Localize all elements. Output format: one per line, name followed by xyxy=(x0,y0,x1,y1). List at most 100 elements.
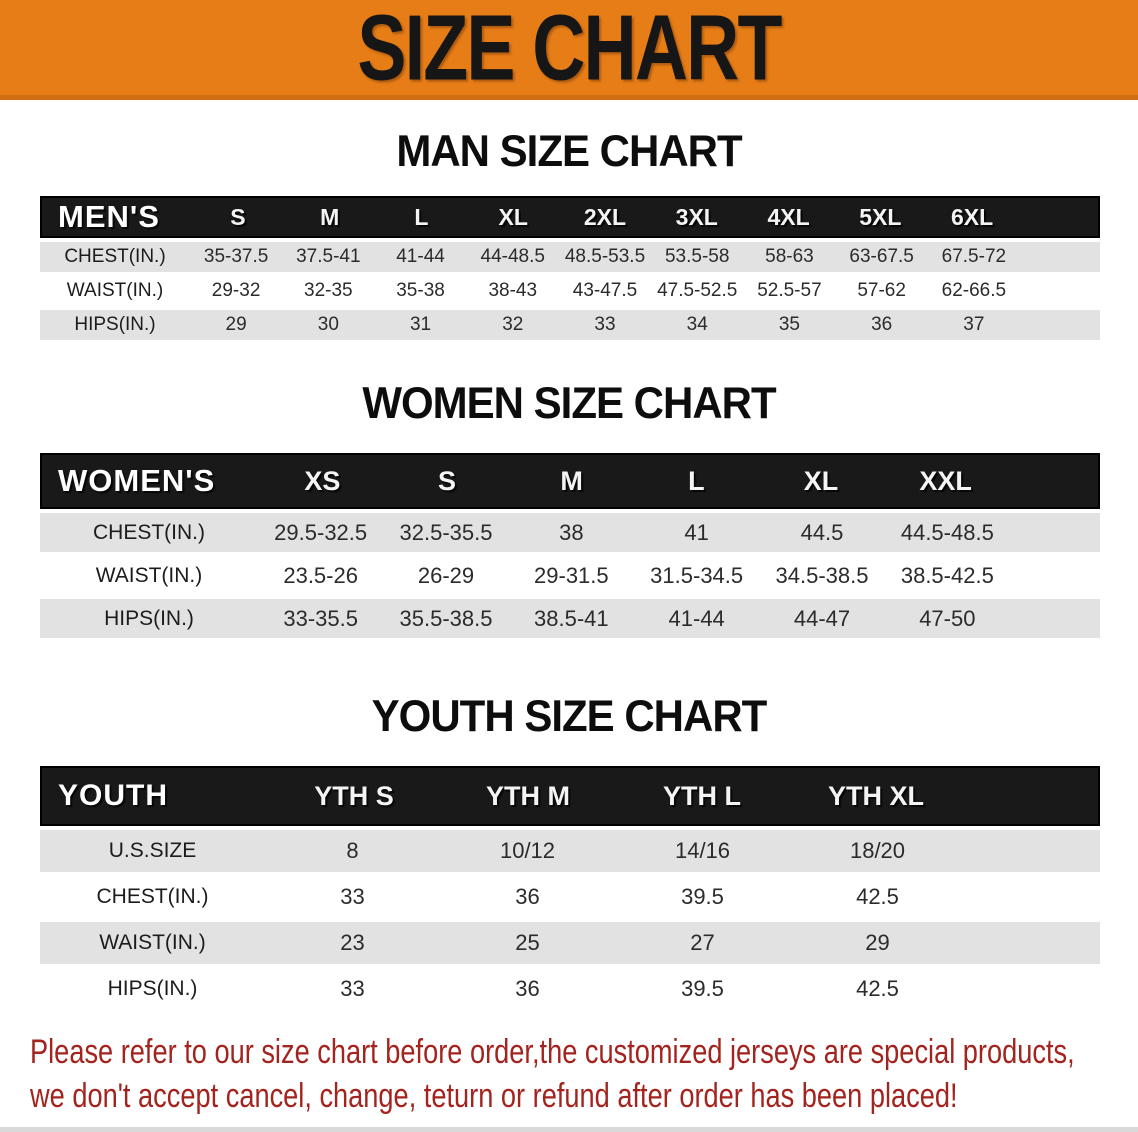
column-header: L xyxy=(688,465,705,496)
table-row: HIPS(IN.) 33-35.5 35.5-38.5 38.5-41 41-44 44-… xyxy=(40,599,1100,638)
column-header: 5XL xyxy=(859,203,902,230)
table-header-row: YOUTH YTH S YTH M YTH L YTH XL xyxy=(40,766,1100,826)
row-label: WAIST(IN.) xyxy=(95,563,203,587)
column-header: M xyxy=(560,465,583,496)
row-label: HIPS(IN.) xyxy=(107,977,198,1000)
cell-value: 18/20 xyxy=(849,838,906,863)
youth-size-table: YOUTH YTH S YTH M YTH L YTH XL U.S.SIZE 8 10/12… xyxy=(40,766,1100,1010)
table-row: HIPS(IN.) 33 36 39.5 42.5 xyxy=(40,968,1100,1010)
cell-value: 44-48.5 xyxy=(480,246,545,267)
row-label: WAIST(IN.) xyxy=(66,280,164,301)
row-label: HIPS(IN.) xyxy=(104,606,194,630)
cell-value: 31.5-34.5 xyxy=(650,562,744,588)
column-header: XS xyxy=(304,465,341,496)
section-men: MAN SIZE CHART MEN'S S M L XL 2XL 3XL 4XL 5XL 6XL… xyxy=(0,125,1138,340)
row-label: CHEST(IN.) xyxy=(64,246,166,267)
column-header: 3XL xyxy=(675,203,718,230)
column-header: YTH L xyxy=(663,780,741,811)
cell-value: 38.5-42.5 xyxy=(900,562,994,588)
table-header-row: MEN'S S M L XL 2XL 3XL 4XL 5XL 6XL xyxy=(40,196,1100,238)
cell-value: 62-66.5 xyxy=(941,280,1007,301)
cell-value: 63-67.5 xyxy=(849,246,914,267)
cell-value: 29-31.5 xyxy=(534,562,609,588)
cell-value: 42.5 xyxy=(856,884,899,909)
cell-value: 32-35 xyxy=(304,280,353,301)
column-header: 4XL xyxy=(767,203,810,230)
cell-value: 34.5-38.5 xyxy=(775,562,869,588)
cell-value: 29 xyxy=(225,314,247,335)
cell-value: 44.5 xyxy=(800,519,844,545)
cell-value: 37.5-41 xyxy=(296,246,361,267)
cell-value: 43-47.5 xyxy=(572,280,638,301)
cell-value: 38 xyxy=(559,519,584,545)
column-header: YTH S xyxy=(314,780,394,811)
cell-value: 38-43 xyxy=(488,280,538,301)
women-size-table: WOMEN'S XS S M L XL XXL CHEST(IN.) 29.5-32.5 32.5… xyxy=(40,453,1100,638)
row-label: CHEST(IN.) xyxy=(96,885,209,908)
cell-value: 29 xyxy=(865,930,890,955)
section-women: WOMEN SIZE CHART WOMEN'S XS S M L XL XXL CHEST(… xyxy=(0,377,1138,638)
cell-value: 36 xyxy=(515,976,540,1001)
column-header: XXL xyxy=(919,465,972,496)
bottom-strip xyxy=(0,1127,1138,1132)
section-youth: YOUTH SIZE CHART YOUTH YTH S YTH M YTH L YTH… xyxy=(0,690,1138,1010)
women-section-title: WOMEN SIZE CHART xyxy=(362,377,776,428)
cell-value: 23.5-26 xyxy=(283,562,358,588)
banner: SIZE CHART xyxy=(0,0,1138,100)
table-header-label: WOMEN'S xyxy=(58,463,216,498)
cell-value: 32 xyxy=(502,314,524,335)
column-header: YTH M xyxy=(486,780,570,811)
column-header: S xyxy=(230,203,246,230)
cell-value: 52.5-57 xyxy=(757,280,822,301)
cell-value: 33 xyxy=(340,976,365,1001)
cell-value: 37 xyxy=(963,314,985,335)
table-header-row: WOMEN'S XS S M L XL XXL xyxy=(40,453,1100,509)
cell-value: 35-37.5 xyxy=(203,246,269,267)
cell-value: 47.5-52.5 xyxy=(657,280,738,301)
row-label: U.S.SIZE xyxy=(108,839,197,862)
disclaimer-line-2: we don't accept cancel, change, teturn o… xyxy=(30,1077,958,1115)
column-header: XL xyxy=(803,465,839,496)
cell-value: 38.5-41 xyxy=(534,605,609,631)
table-row: CHEST(IN.) 33 36 39.5 42.5 xyxy=(40,876,1100,918)
table-row: WAIST(IN.) 23 25 27 29 xyxy=(40,922,1100,964)
row-label: WAIST(IN.) xyxy=(99,931,206,954)
table-row: CHEST(IN.) 29.5-32.5 32.5-35.5 38 41 44.5 44.5… xyxy=(40,513,1100,552)
cell-value: 27 xyxy=(690,930,715,955)
table-row: CHEST(IN.) 35-37.5 37.5-41 41-44 44-48.5 48.5… xyxy=(40,242,1100,272)
men-size-table: MEN'S S M L XL 2XL 3XL 4XL 5XL 6XL CHEST(IN.) 35-37… xyxy=(40,196,1100,340)
row-label: CHEST(IN.) xyxy=(93,520,205,544)
cell-value: 33-35.5 xyxy=(283,605,358,631)
table-row: U.S.SIZE 8 10/12 14/16 18/20 xyxy=(40,830,1100,872)
cell-value: 26-29 xyxy=(417,562,475,588)
cell-value: 35-38 xyxy=(396,280,445,301)
cell-value: 35 xyxy=(778,314,800,335)
column-header: S xyxy=(437,465,456,496)
cell-value: 67.5-72 xyxy=(941,246,1007,267)
cell-value: 44.5-48.5 xyxy=(900,519,994,545)
cell-value: 33 xyxy=(594,314,616,335)
cell-value: 58-63 xyxy=(765,246,814,267)
disclaimer: Please refer to our size chart before or… xyxy=(30,1030,1138,1118)
cell-value: 23 xyxy=(340,930,365,955)
cell-value: 44-47 xyxy=(793,605,851,631)
cell-value: 39.5 xyxy=(681,976,724,1001)
cell-value: 47-50 xyxy=(919,605,976,631)
cell-value: 25 xyxy=(515,930,540,955)
cell-value: 29-32 xyxy=(211,280,261,301)
table-row: WAIST(IN.) 29-32 32-35 35-38 38-43 43-47.5 47.… xyxy=(40,276,1100,306)
cell-value: 42.5 xyxy=(856,976,899,1001)
cell-value: 34 xyxy=(686,314,708,335)
table-header-label: YOUTH xyxy=(58,779,168,812)
cell-value: 48.5-53.5 xyxy=(564,246,646,267)
youth-section-title: YOUTH SIZE CHART xyxy=(371,690,768,741)
table-row: WAIST(IN.) 23.5-26 26-29 29-31.5 31.5-34.5 34… xyxy=(40,556,1100,595)
men-section-title: MAN SIZE CHART xyxy=(396,125,742,176)
cell-value: 8 xyxy=(346,838,359,863)
cell-value: 33 xyxy=(340,884,365,909)
column-header: M xyxy=(320,203,340,230)
column-header: YTH XL xyxy=(827,780,924,811)
cell-value: 31 xyxy=(409,314,432,335)
cell-value: 10/12 xyxy=(499,838,556,863)
